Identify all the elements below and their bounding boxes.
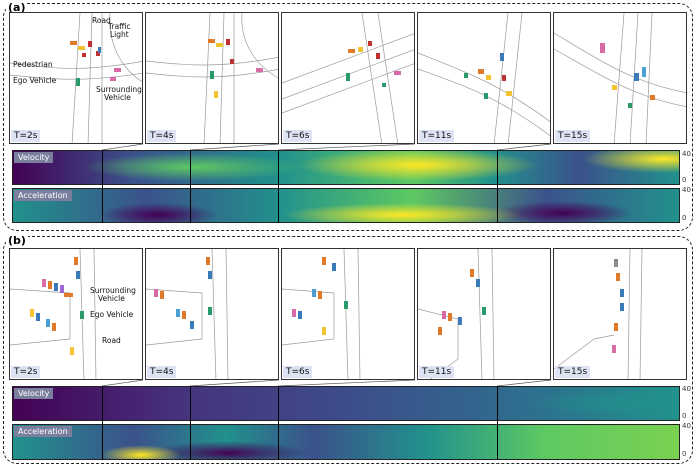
velocity-tick-max: 40 (682, 150, 691, 158)
parking-scene (554, 249, 643, 379)
acceleration-tick-min: 0 (682, 450, 687, 458)
surrounding-vehicle-annotation-1: Surrounding (90, 286, 136, 295)
scene-frame-t4: T=4s (145, 12, 279, 144)
scene-frame-t6: T=6s (281, 12, 415, 144)
velocity-heatmap-b: Velocity (12, 386, 680, 421)
panel-a: (a) (3, 1, 693, 231)
velocity-tick-min: 0 (682, 412, 687, 420)
traffic-light-annotation-1: Traffic (108, 22, 131, 31)
parking-scene (146, 249, 229, 379)
time-marker (497, 150, 499, 223)
velocity-label: Velocity (14, 388, 54, 399)
acceleration-tick-max: 40 (682, 186, 691, 194)
parking-scene (418, 249, 495, 379)
time-marker (190, 386, 192, 460)
time-marker (497, 386, 499, 460)
acceleration-tick-max: 40 (682, 422, 691, 430)
scene-frame-t11: T=11s (417, 248, 551, 380)
road-annotation: Road (102, 336, 121, 345)
intersection-scene (146, 13, 278, 143)
intersection-scene (554, 13, 686, 143)
time-label: T=11s (419, 366, 455, 378)
scene-frame-t2: T=2s Surrounding Vehicle Ego Vehicle Roa… (9, 248, 143, 380)
scene-frame-t2: T=2s Road Traffic Light Pedestrian Ego V… (9, 12, 143, 144)
time-marker (278, 150, 280, 223)
surrounding-vehicle-annotation-2: Vehicle (104, 93, 131, 102)
acceleration-heatmap-a: Acceleration (12, 188, 680, 223)
velocity-tick-min: 0 (682, 176, 687, 184)
time-label: T=2s (11, 366, 41, 378)
time-label: T=6s (283, 366, 313, 378)
acceleration-label: Acceleration (14, 426, 72, 437)
pedestrian-annotation: Pedestrian (13, 60, 53, 69)
time-label: T=6s (283, 130, 313, 142)
time-label: T=2s (11, 130, 41, 142)
time-label: T=11s (419, 130, 455, 142)
velocity-heatmap-a: Velocity (12, 150, 680, 185)
ego-vehicle-annotation: Ego Vehicle (13, 76, 57, 85)
acceleration-tick-min: 0 (682, 214, 687, 222)
scene-frame-t15: T=15s (553, 12, 687, 144)
velocity-label: Velocity (14, 152, 54, 163)
scene-frame-t11: T=11s (417, 12, 551, 144)
scene-frame-t15: T=15s (553, 248, 687, 380)
scene-frame-t4: T=4s (145, 248, 279, 380)
time-label: T=15s (555, 130, 591, 142)
surrounding-vehicle-annotation-2: Vehicle (98, 294, 125, 303)
ego-vehicle-annotation: Ego Vehicle (90, 310, 134, 319)
velocity-tick-max: 40 (682, 385, 691, 393)
acceleration-heatmap-b: Acceleration (12, 424, 680, 460)
time-marker (190, 150, 192, 223)
road-annotation: Road (92, 16, 111, 25)
panel-a-label: (a) (6, 1, 28, 14)
traffic-light-annotation-2: Light (110, 30, 129, 39)
time-marker (102, 150, 104, 223)
surrounding-vehicle-annotation-1: Surrounding (96, 85, 142, 94)
time-marker (102, 386, 104, 460)
time-marker (278, 386, 280, 460)
parking-scene (282, 249, 361, 379)
parking-scene (10, 249, 97, 379)
scene-frame-t6: T=6s (281, 248, 415, 380)
acceleration-label: Acceleration (14, 190, 72, 201)
time-label: T=15s (555, 366, 591, 378)
panel-b-label: (b) (6, 234, 28, 247)
time-label: T=4s (147, 366, 177, 378)
intersection-scene (10, 13, 142, 143)
intersection-scene (418, 13, 550, 143)
intersection-scene (282, 13, 414, 143)
time-label: T=4s (147, 130, 177, 142)
panel-b: (b) (3, 234, 693, 464)
